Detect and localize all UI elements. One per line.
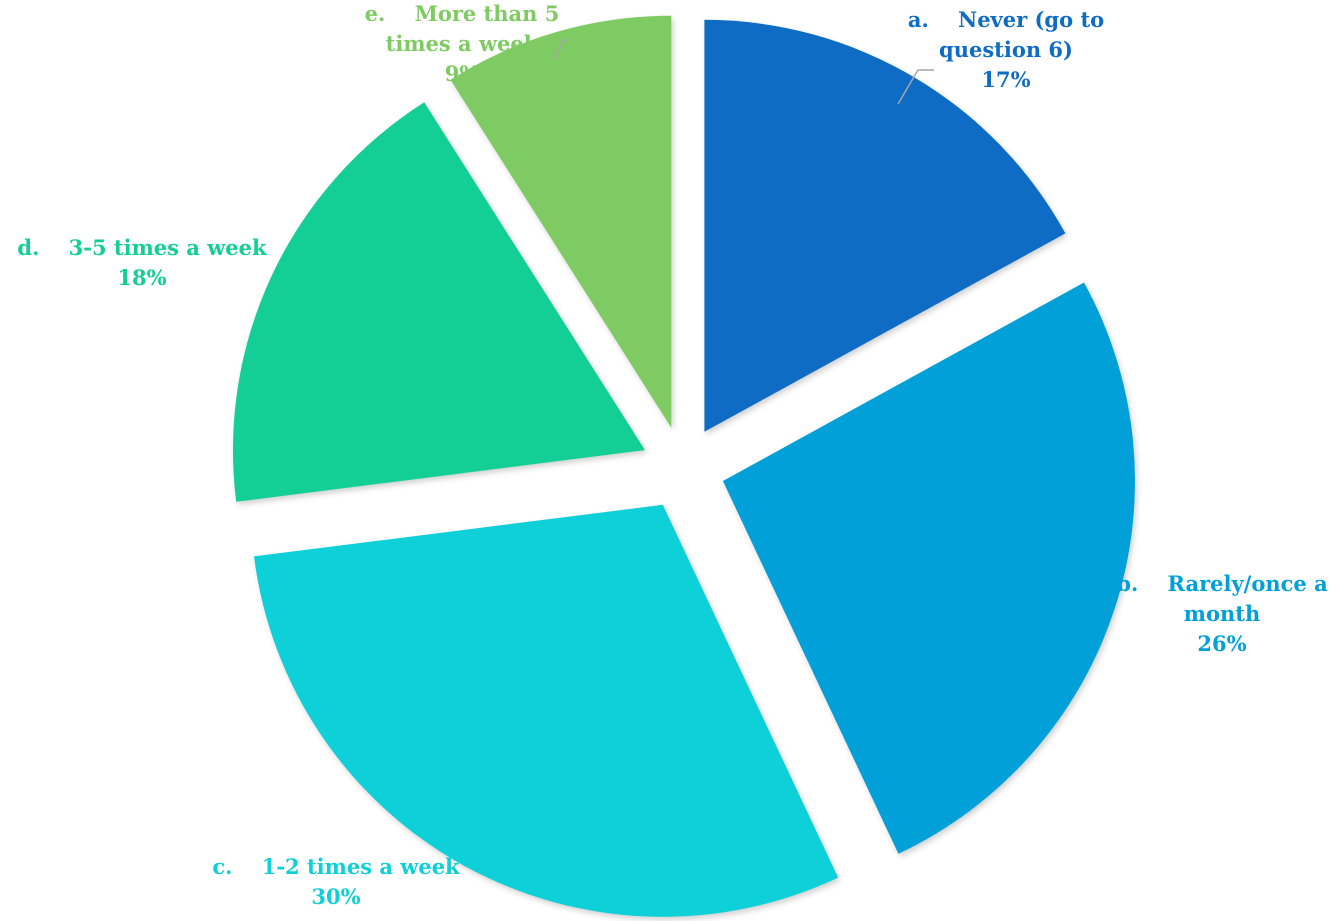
pie-slice-a [704, 19, 1066, 432]
percent-label-e: 9% [445, 61, 480, 86]
pie-slice-b [722, 282, 1135, 854]
data-label-e: e. More than 5 times a week 9% [365, 1, 560, 86]
percent-label-b: 26% [1197, 631, 1246, 656]
pie-slice-e [450, 15, 672, 428]
leader-lines [554, 39, 934, 105]
data-label-c: c. 1-2 times a week 30% [212, 854, 460, 909]
data-label-a: a. Never (go to question 6) 17% [908, 7, 1104, 92]
percent-label-a: 17% [981, 67, 1030, 92]
leader-line-e [554, 39, 568, 61]
pie-slices [232, 15, 1135, 917]
percent-label-c: 30% [311, 884, 360, 909]
leader-line-a [897, 69, 934, 105]
pie-slice-c [254, 504, 839, 917]
percent-label-d: 18% [117, 265, 166, 290]
data-labels: a. Never (go to question 6) 17% b. Rarely/o… [17, 1, 1328, 909]
pie-slice-d [232, 102, 645, 502]
data-label-b: b. Rarely/once a month 26% [1116, 571, 1328, 656]
data-label-d: d. 3-5 times a week 18% [17, 235, 267, 290]
